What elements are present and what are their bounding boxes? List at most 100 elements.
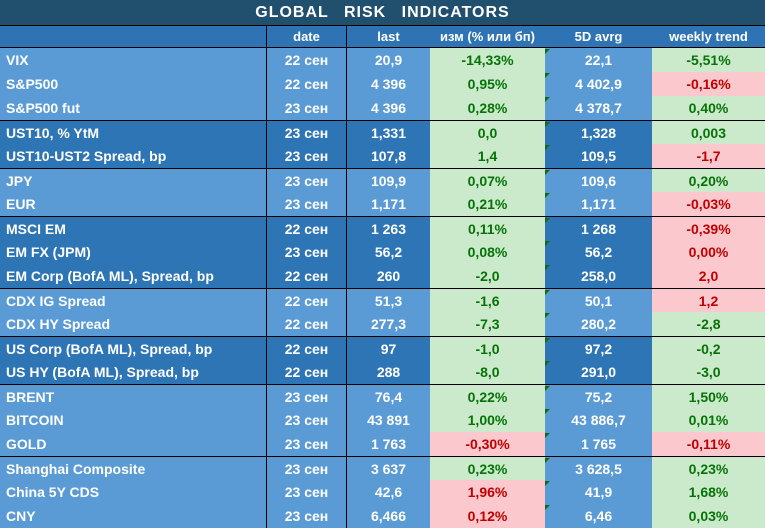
date-cell: 23 сен — [267, 408, 347, 432]
last-value-cell: 260 — [347, 264, 430, 288]
row-label: US Corp (BofA ML), Spread, bp — [0, 337, 267, 360]
date-cell: 23 сен — [267, 169, 347, 192]
date-cell: 22 сен — [267, 264, 347, 288]
weekly-trend-value-cell: -0,11% — [652, 432, 765, 456]
table-row: EM Corp (BofA ML), Spread, bp 22 сен 260 -2… — [0, 264, 765, 288]
change-value-cell: 0,0 — [430, 121, 545, 144]
5d-avrg-value-cell: 258,0 — [545, 264, 652, 288]
5d-avrg-value-cell: 109,5 — [545, 144, 652, 168]
date-cell: 23 сен — [267, 480, 347, 504]
header-cell-5d-avrg: 5D avrg — [574, 29, 623, 44]
table-row: Shanghai Composite 23 сен 3 637 0,23% 3 628,… — [0, 456, 765, 480]
date-cell: 23 сен — [267, 96, 347, 120]
date-cell: 22 сен — [267, 72, 347, 96]
row-label: CNY — [0, 504, 267, 528]
table-row: EUR 23 сен 1,171 0,21% 1,171 -0,03% — [0, 192, 765, 216]
table-row: UST10-UST2 Spread, bp 23 сен 107,8 1,4 109,5… — [0, 144, 765, 168]
date-cell: 23 сен — [267, 121, 347, 144]
table-row: GOLD 23 сен 1 763 -0,30% 1 765 -0,11% — [0, 432, 765, 456]
5d-avrg-value-cell: 56,2 — [545, 240, 652, 264]
5d-avrg-value-cell: 4 402,9 — [545, 72, 652, 96]
row-label: JPY — [0, 169, 267, 192]
table-row: CDX HY Spread 22 сен 277,3 -7,3 280,2 -2,8 — [0, 312, 765, 336]
last-value-cell: 76,4 — [347, 385, 430, 408]
row-label: GOLD — [0, 432, 267, 456]
change-value-cell: 1,4 — [430, 144, 545, 168]
change-value-cell: 0,21% — [430, 192, 545, 216]
last-value-cell: 288 — [347, 360, 430, 384]
change-value-cell: 1,00% — [430, 408, 545, 432]
weekly-trend-value-cell: 0,01% — [652, 408, 765, 432]
change-value-cell: 0,28% — [430, 96, 545, 120]
change-value-cell: 0,23% — [430, 457, 545, 480]
5d-avrg-value-cell: 97,2 — [545, 337, 652, 360]
table-row: JPY 23 сен 109,9 0,07% 109,6 0,20% — [0, 168, 765, 192]
change-value-cell: 0,12% — [430, 504, 545, 528]
row-label: Shanghai Composite — [0, 457, 267, 480]
header-cell-last: last — [377, 29, 400, 44]
change-value-cell: -1,6 — [430, 289, 545, 312]
row-label: UST10-UST2 Spread, bp — [0, 144, 267, 168]
table-body: VIX 22 сен 20,9 -14,33% 22,1 -5,51% S&P500 22 с… — [0, 48, 765, 528]
change-value-cell: -14,33% — [430, 48, 545, 72]
weekly-trend-value-cell: -0,16% — [652, 72, 765, 96]
date-cell: 22 сен — [267, 337, 347, 360]
date-cell: 23 сен — [267, 240, 347, 264]
weekly-trend-value-cell: -0,2 — [652, 337, 765, 360]
5d-avrg-value-cell: 1,328 — [545, 121, 652, 144]
5d-avrg-value-cell: 75,2 — [545, 385, 652, 408]
5d-avrg-value-cell: 3 628,5 — [545, 457, 652, 480]
date-cell: 23 сен — [267, 385, 347, 408]
change-value-cell: -7,3 — [430, 312, 545, 336]
table-row: CNY 23 сен 6,466 0,12% 6,46 0,03% — [0, 504, 765, 528]
last-value-cell: 107,8 — [347, 144, 430, 168]
last-value-cell: 3 637 — [347, 457, 430, 480]
header-cell-change: изм (% или бп) — [440, 29, 535, 44]
row-label: MSCI EM — [0, 217, 267, 240]
row-label: S&P500 fut — [0, 96, 267, 120]
weekly-trend-value-cell: 1,2 — [652, 289, 765, 312]
change-value-cell: 0,08% — [430, 240, 545, 264]
row-label: CDX HY Spread — [0, 312, 267, 336]
5d-avrg-value-cell: 22,1 — [545, 48, 652, 72]
5d-avrg-value-cell: 43 886,7 — [545, 408, 652, 432]
row-label: BITCOIN — [0, 408, 267, 432]
date-cell: 22 сен — [267, 312, 347, 336]
weekly-trend-value-cell: 0,00% — [652, 240, 765, 264]
row-label: EM Corp (BofA ML), Spread, bp — [0, 264, 267, 288]
weekly-trend-value-cell: 0,40% — [652, 96, 765, 120]
row-label: EUR — [0, 192, 267, 216]
table-row: UST10, % YtM 23 сен 1,331 0,0 1,328 0,003 — [0, 120, 765, 144]
5d-avrg-value-cell: 291,0 — [545, 360, 652, 384]
last-value-cell: 1 763 — [347, 432, 430, 456]
weekly-trend-value-cell: 0,003 — [652, 121, 765, 144]
table-row: EM FX (JPM) 23 сен 56,2 0,08% 56,2 0,00% — [0, 240, 765, 264]
last-value-cell: 20,9 — [347, 48, 430, 72]
weekly-trend-value-cell: -2,8 — [652, 312, 765, 336]
date-cell: 23 сен — [267, 504, 347, 528]
table-row: BRENT 23 сен 76,4 0,22% 75,2 1,50% — [0, 384, 765, 408]
last-value-cell: 277,3 — [347, 312, 430, 336]
date-cell: 23 сен — [267, 432, 347, 456]
5d-avrg-value-cell: 50,1 — [545, 289, 652, 312]
weekly-trend-value-cell: -0,39% — [652, 217, 765, 240]
weekly-trend-value-cell: 0,03% — [652, 504, 765, 528]
change-value-cell: 1,96% — [430, 480, 545, 504]
date-cell: 22 сен — [267, 360, 347, 384]
last-value-cell: 43 891 — [347, 408, 430, 432]
last-value-cell: 51,3 — [347, 289, 430, 312]
last-value-cell: 6,466 — [347, 504, 430, 528]
table-row: S&P500 fut 23 сен 4 396 0,28% 4 378,7 0,40% — [0, 96, 765, 120]
change-value-cell: 0,22% — [430, 385, 545, 408]
weekly-trend-value-cell: -0,03% — [652, 192, 765, 216]
weekly-trend-value-cell: -5,51% — [652, 48, 765, 72]
last-value-cell: 1,331 — [347, 121, 430, 144]
change-value-cell: 0,11% — [430, 217, 545, 240]
row-label: CDX IG Spread — [0, 289, 267, 312]
header-cell-date: date — [267, 26, 347, 47]
table-row: S&P500 22 сен 4 396 0,95% 4 402,9 -0,16% — [0, 72, 765, 96]
table-title: GLOBAL RISK INDICATORS — [0, 0, 765, 26]
5d-avrg-value-cell: 109,6 — [545, 169, 652, 192]
last-value-cell: 4 396 — [347, 72, 430, 96]
